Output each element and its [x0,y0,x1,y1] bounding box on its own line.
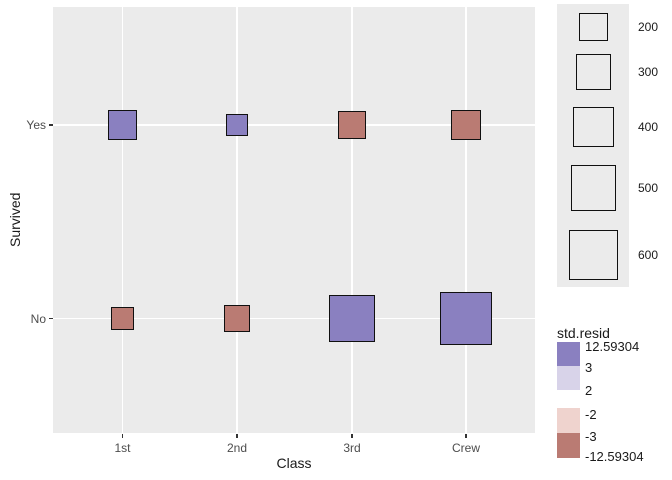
color-legend-segment-2 [557,366,580,390]
size-legend-key-600 [568,230,619,280]
gridline-vertical-3rd [351,7,353,433]
data-square-1st-yes [107,110,138,140]
y-tick-mark-no [48,317,53,320]
x-tick-mark-1st [121,433,124,438]
y-axis-title: Survived [7,192,23,248]
gridline-vertical-2nd [236,7,238,433]
color-legend-label--1259304: -12.59304 [585,449,644,464]
y-tick-label-yes: Yes [26,118,46,132]
data-square-2nd-no [223,305,251,332]
x-tick-mark-2nd [236,433,238,438]
color-legend-label-3: 3 [585,360,593,375]
x-tick-mark-crew [465,433,467,438]
data-square-1st-no [111,307,134,330]
data-square-crew-yes [451,110,481,140]
x-tick-mark-3rd [351,433,353,438]
y-tick-label-no: No [30,311,46,326]
size-legend-label-200: 200 [638,20,659,34]
size-legend-key-400 [573,106,614,148]
x-tick-label-2nd: 2nd [226,441,248,455]
color-legend-title: std.resid [557,325,610,341]
gridline-horizontal-Yes [53,124,535,126]
data-square-crew-no [439,292,493,345]
size-legend-label-500: 500 [638,181,659,195]
gridline-vertical-1st [121,7,124,433]
x-tick-label-3rd: 3rd [343,441,361,455]
color-legend-segment-1 [557,342,580,366]
color-legend-segment-4 [557,433,580,458]
data-square-2nd-yes [225,113,249,137]
data-square-3rd-no [328,295,376,342]
size-legend-label-600: 600 [638,248,659,262]
x-axis-title: Class [276,455,312,471]
gridline-vertical-Crew [465,7,467,433]
size-legend-key-500 [570,165,617,211]
color-legend-label-2: 2 [585,383,593,398]
x-tick-label-1st: 1st [114,441,131,455]
color-legend-label-1259304: 12.59304 [585,339,640,354]
data-square-3rd-yes [338,111,366,139]
color-legend-label--2: -2 [585,407,597,422]
color-legend-segment-3 [557,408,580,433]
y-tick-mark-yes [48,124,53,126]
x-tick-label-crew: Crew [451,441,480,455]
gridline-horizontal-No [53,317,535,320]
size-legend-label-400: 400 [638,120,659,134]
color-legend-label--3: -3 [585,429,597,444]
plot-panel [53,7,535,433]
size-legend-label-300: 300 [638,65,659,79]
size-legend-key-300 [575,54,612,90]
size-legend-key-200 [579,12,608,42]
